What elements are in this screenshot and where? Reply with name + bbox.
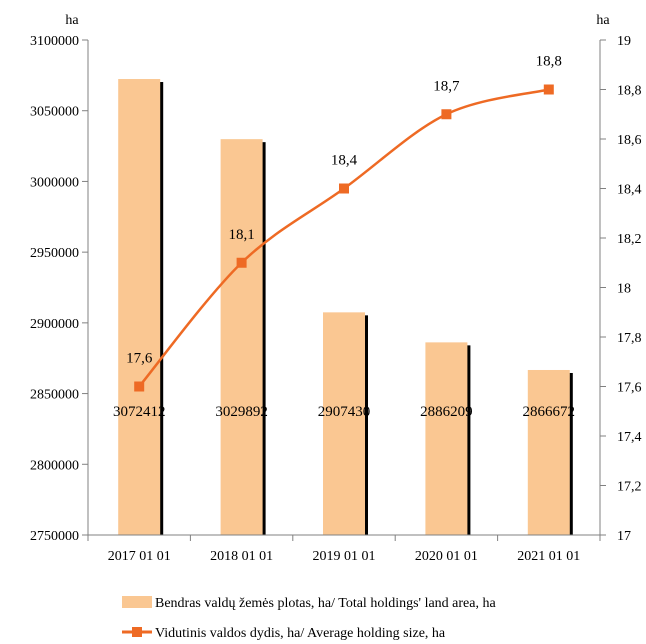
- x-tick-label: 2020 01 01: [415, 549, 478, 564]
- left-axis-ticks: 2750000 2800000 2850000 2900000 2950000 30000…: [30, 34, 88, 544]
- x-tick-label: 2019 01 01: [313, 549, 376, 564]
- legend: Bendras valdų žemės plotas, ha/ Total ho…: [122, 596, 496, 641]
- left-tick-label: 2850000: [30, 388, 79, 403]
- bar-value-label: 2886209: [420, 404, 473, 420]
- line-value-label: 18,8: [536, 54, 562, 70]
- right-tick-label: 17,8: [617, 331, 642, 346]
- bar: [425, 342, 468, 535]
- right-tick-label: 18,6: [617, 133, 642, 148]
- x-tick-label: 2017 01 01: [108, 549, 171, 564]
- line-marker: [236, 257, 247, 268]
- left-tick-label: 3000000: [30, 175, 79, 190]
- bar-series: [118, 79, 573, 536]
- bar-data-labels: 3072412 3029892 2907430 2886209 2866672: [113, 404, 575, 420]
- bar-value-label: 3072412: [113, 404, 166, 420]
- x-tick-label: 2018 01 01: [210, 549, 273, 564]
- line-value-label: 18,1: [228, 227, 254, 243]
- right-tick-label: 19: [617, 34, 631, 49]
- left-tick-label: 2900000: [30, 317, 79, 332]
- legend-bar-label: Bendras valdų žemės plotas, ha/ Total ho…: [155, 596, 496, 611]
- legend-line-label: Vidutinis valdos dydis, ha/ Average hold…: [155, 626, 446, 641]
- line-marker: [339, 183, 349, 194]
- line-marker: [441, 109, 452, 120]
- right-tick-label: 17,6: [617, 381, 642, 396]
- right-axis-unit: ha: [596, 13, 610, 28]
- legend-bar-swatch: [122, 596, 152, 608]
- right-tick-label: 17,4: [617, 430, 642, 445]
- line-value-label: 17,6: [126, 351, 153, 367]
- right-tick-label: 17,2: [617, 480, 642, 495]
- bar: [220, 139, 263, 535]
- bar: [118, 79, 161, 536]
- left-tick-label: 2750000: [30, 529, 79, 544]
- bar: [527, 369, 570, 535]
- line-data-labels: 17,6 18,1 18,4 18,7 18,8: [126, 54, 562, 367]
- line-marker: [134, 381, 145, 392]
- x-axis-ticks: 2017 01 01 2018 01 01 2019 01 01 2020 01 01…: [87, 535, 601, 564]
- legend-line-marker: [132, 627, 142, 637]
- legend-item-line: Vidutinis valdos dydis, ha/ Average hold…: [122, 626, 446, 641]
- left-tick-label: 3050000: [30, 105, 79, 120]
- left-tick-label: 2950000: [30, 246, 79, 261]
- right-tick-label: 18,8: [617, 84, 642, 99]
- right-tick-label: 17: [617, 529, 631, 544]
- bar-value-label: 2866672: [523, 404, 576, 420]
- bar-value-label: 2907430: [318, 404, 371, 420]
- right-axis-ticks: 17 17,2 17,4 17,6 17,8 18 18,2 18,4 18,6 18,8 19: [600, 34, 642, 544]
- right-tick-label: 18: [617, 282, 631, 297]
- left-axis-unit: ha: [65, 13, 79, 28]
- line-value-label: 18,4: [331, 153, 358, 169]
- left-tick-label: 2800000: [30, 458, 79, 473]
- bar: [323, 312, 365, 535]
- right-tick-label: 18,2: [617, 232, 642, 247]
- line-series: [134, 84, 554, 392]
- line-value-label: 18,7: [433, 78, 460, 94]
- left-tick-label: 3100000: [30, 34, 79, 49]
- x-tick-label: 2021 01 01: [517, 549, 580, 564]
- line-marker: [543, 84, 554, 95]
- legend-item-bar: Bendras valdų žemės plotas, ha/ Total ho…: [122, 596, 496, 611]
- bar-value-label: 3029892: [215, 404, 268, 420]
- right-tick-label: 18,4: [617, 183, 642, 198]
